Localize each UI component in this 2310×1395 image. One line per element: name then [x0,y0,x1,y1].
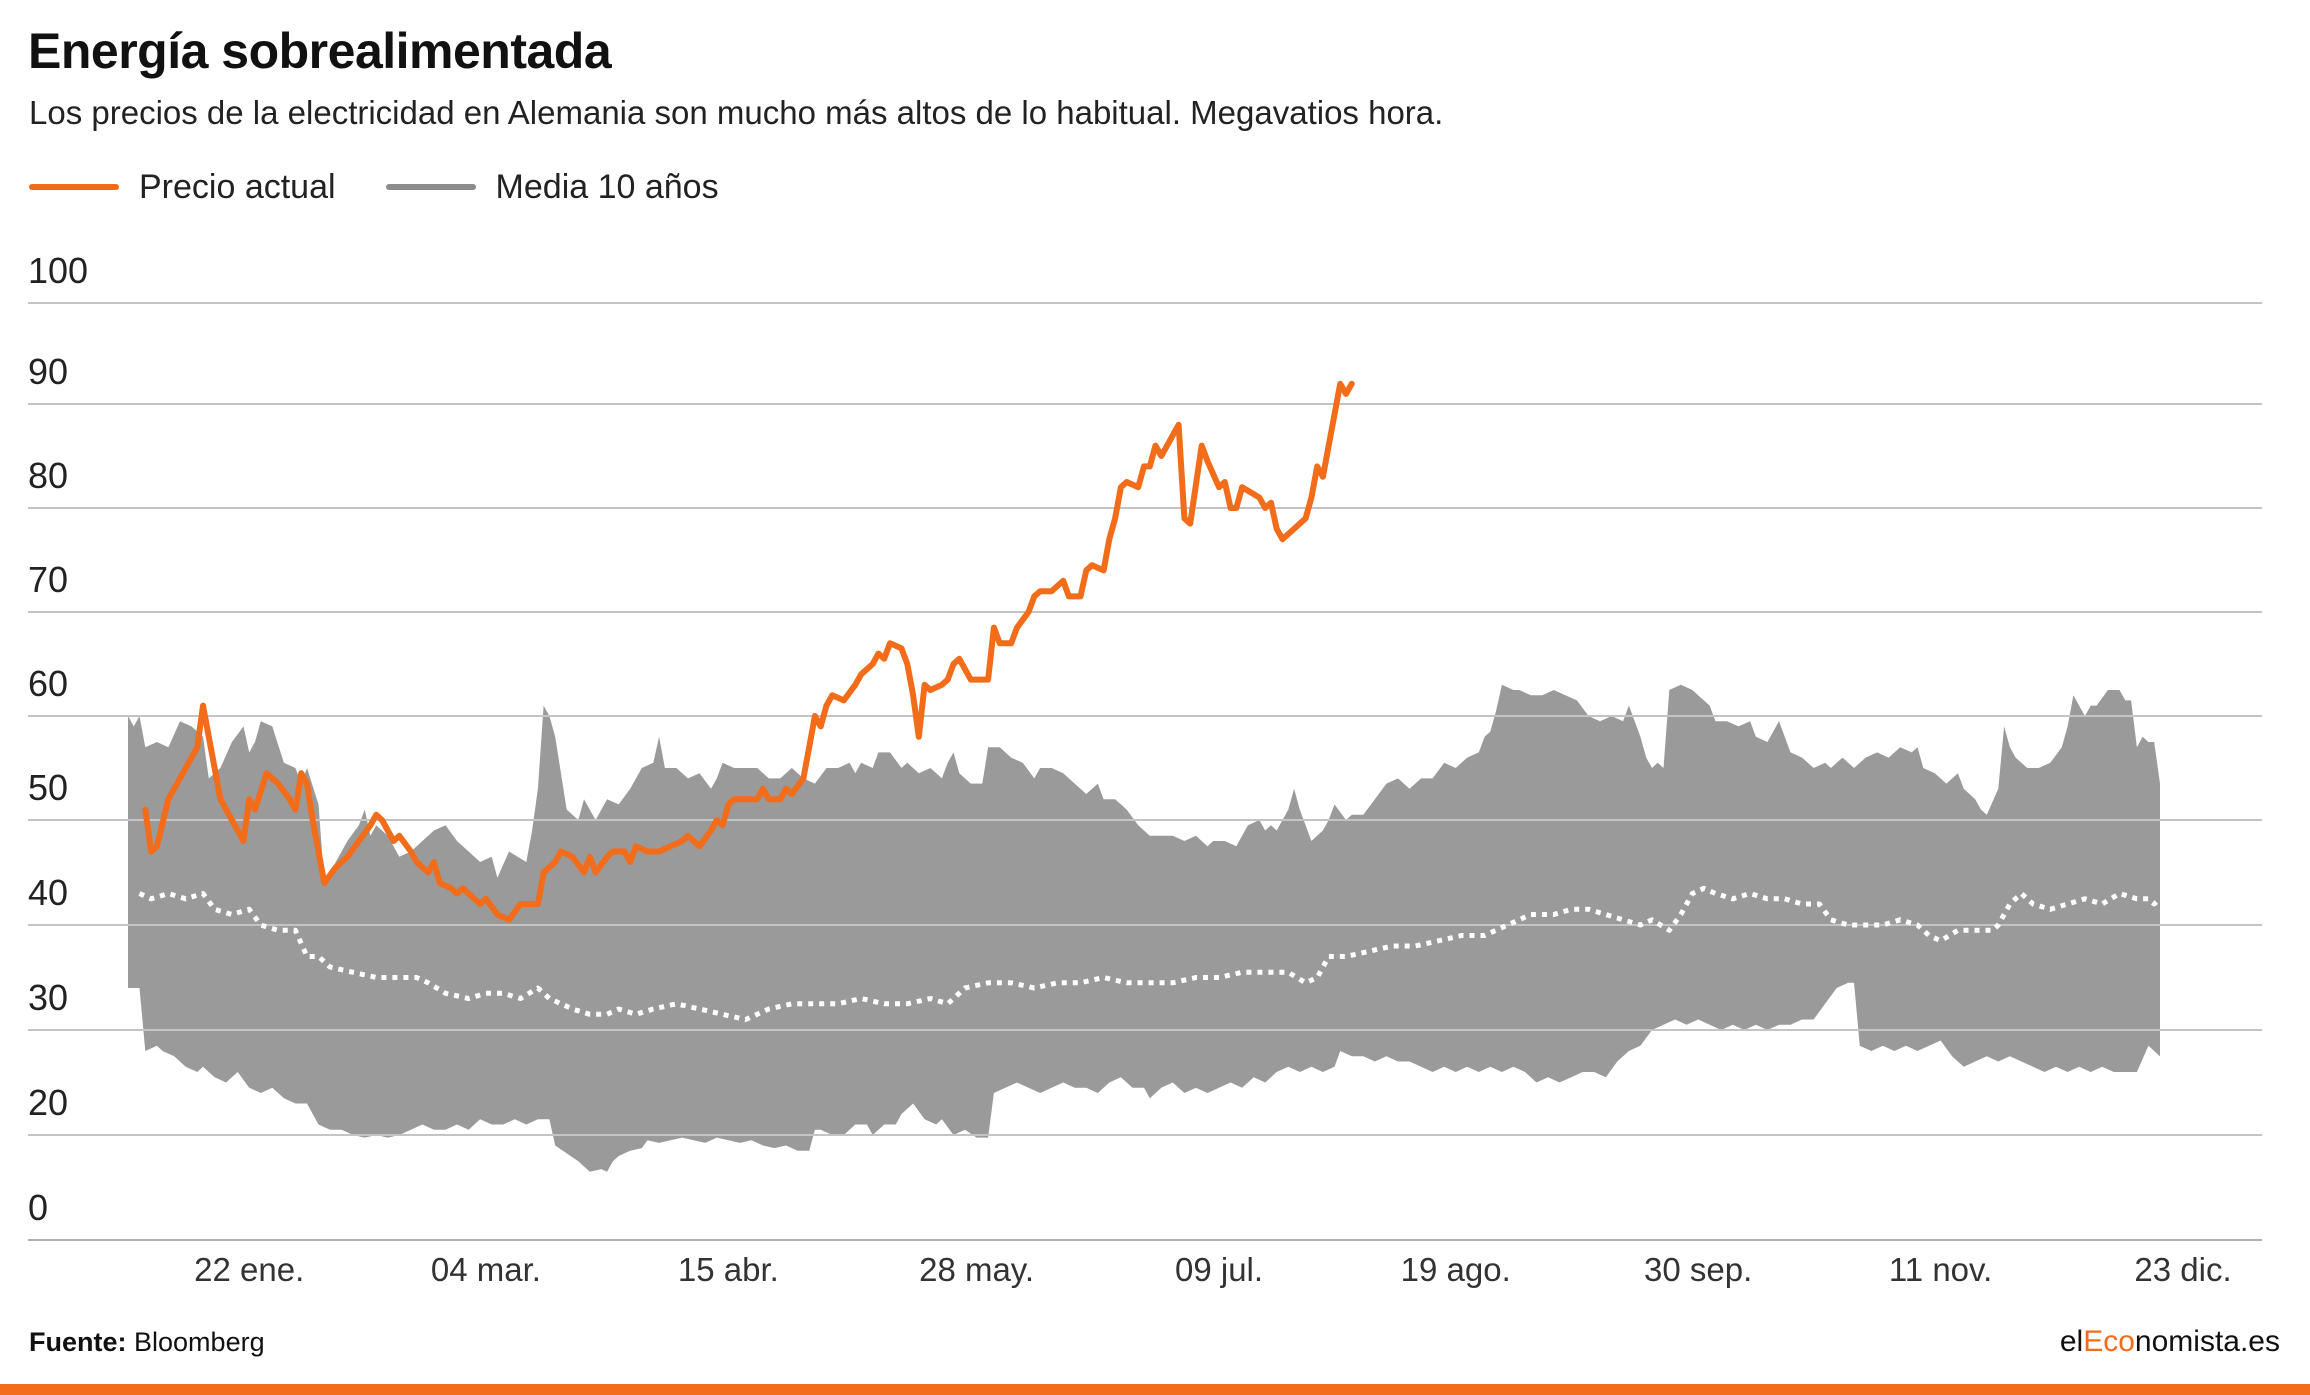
legend-item-current: Precio actual [29,168,336,207]
y-tick-label: 20 [28,1082,68,1123]
y-tick-label: 0 [28,1187,48,1228]
x-tick-label: 30 sep. [1644,1251,1752,1288]
y-tick-label: 30 [28,977,68,1018]
x-tick-label: 28 may. [919,1251,1034,1288]
y-tick-label: 90 [28,351,68,392]
source-name: Bloomberg [134,1327,265,1357]
brand-accent: Eco [2083,1325,2135,1358]
source-note: Fuente: Bloomberg [29,1327,265,1358]
x-tick-label: 04 mar. [431,1251,541,1288]
range-band [128,684,2160,1172]
bottom-accent-bar [0,1384,2310,1395]
y-tick-label: 60 [28,663,68,704]
brand-prefix: el [2059,1325,2084,1358]
brand-suffix: nomista.es [2134,1325,2280,1358]
source-label: Fuente: [29,1327,127,1357]
legend: Precio actual Media 10 años [29,163,769,211]
y-tick-label: 70 [28,559,68,600]
y-tick-label: 50 [28,767,68,808]
line-chart: 0 20 30 40 50 60 70 80 90 100 22 ene. 04 mar. 15 abr… [28,250,2262,1288]
series-line-current [142,380,1355,923]
chart-subtitle: Los precios de la electricidad en Aleman… [29,94,1444,131]
legend-item-average: Media 10 años [385,167,719,207]
brand-logo: elEconomista.es [2060,1325,2280,1359]
y-tick-label: 80 [28,455,68,496]
legend-swatch-average [385,184,476,190]
x-tick-label: 23 dic. [2134,1251,2231,1288]
legend-swatch-current [29,184,119,190]
x-tick-label: 15 abr. [678,1251,779,1288]
legend-label-average: Media 10 años [495,167,719,206]
x-tick-label: 22 ene. [194,1251,304,1288]
x-tick-label: 09 jul. [1175,1251,1263,1288]
x-tick-label: 19 ago. [1401,1251,1511,1288]
y-tick-label: 100 [28,250,88,291]
chart-title: Energía sobrealimentada [28,23,612,79]
y-tick-label: 40 [28,872,68,913]
legend-label-current: Precio actual [139,167,336,206]
x-tick-label: 11 nov. [1889,1251,1992,1288]
